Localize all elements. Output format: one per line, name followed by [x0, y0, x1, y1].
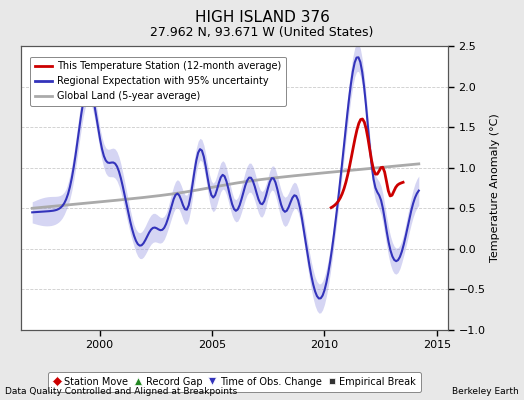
Y-axis label: Temperature Anomaly (°C): Temperature Anomaly (°C) — [489, 114, 499, 262]
Text: 27.962 N, 93.671 W (United States): 27.962 N, 93.671 W (United States) — [150, 26, 374, 39]
Legend: Station Move, Record Gap, Time of Obs. Change, Empirical Break: Station Move, Record Gap, Time of Obs. C… — [48, 372, 421, 392]
Text: Berkeley Earth: Berkeley Earth — [452, 387, 519, 396]
Text: Data Quality Controlled and Aligned at Breakpoints: Data Quality Controlled and Aligned at B… — [5, 387, 237, 396]
Text: HIGH ISLAND 376: HIGH ISLAND 376 — [194, 10, 330, 25]
